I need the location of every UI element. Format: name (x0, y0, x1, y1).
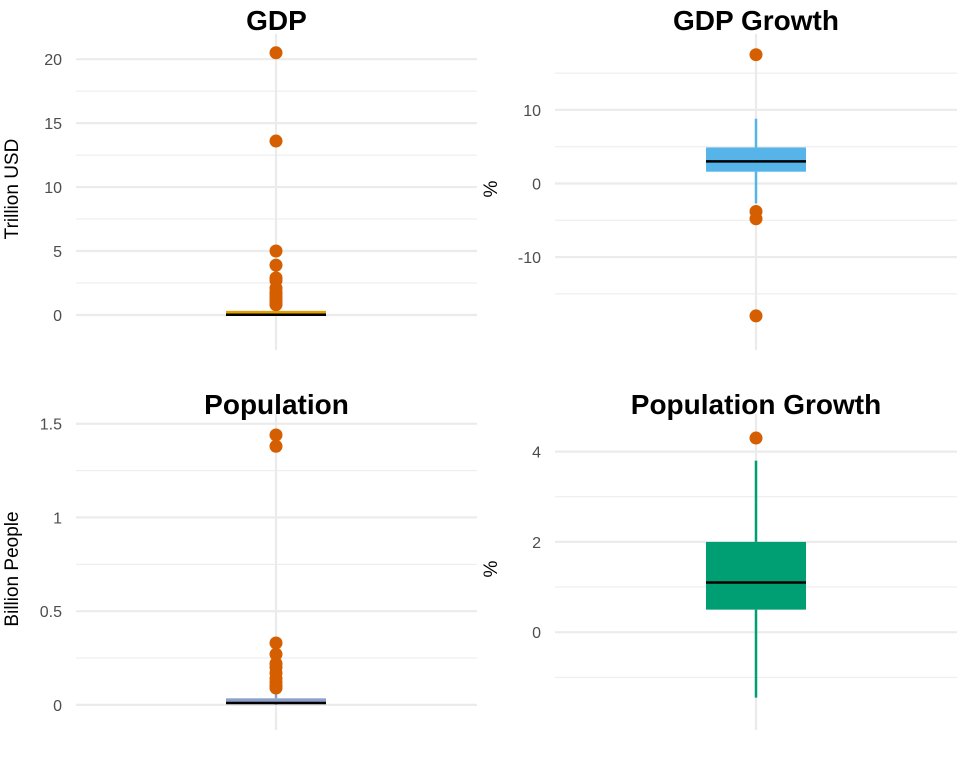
panel-3: 0 2 4 Population Growth% (481, 389, 957, 730)
panel-1: -10 0 10 GDP Growth% (481, 5, 957, 350)
outlier-point (749, 309, 763, 323)
panel-title: GDP (246, 5, 307, 36)
outlier-point (269, 647, 283, 661)
outlier-point (269, 439, 283, 453)
outlier-point (749, 212, 763, 226)
y-tick-label: 20 (44, 52, 62, 69)
y-tick-label: -10 (518, 250, 541, 267)
box (706, 147, 806, 172)
y-axis-label: % (481, 180, 502, 197)
panel-title: Population Growth (631, 389, 881, 420)
panel-title: Population (204, 389, 349, 420)
outlier-point (269, 428, 283, 442)
box (706, 541, 806, 610)
outlier-point (269, 258, 283, 272)
panel-0: 0 5 10 15 20 GDP Trillion USD (2, 5, 477, 350)
y-tick-label: 1 (53, 510, 62, 527)
y-tick-label: 2 (532, 535, 541, 552)
panel-2: 0 0.5 1 1.5 Population Billion People (2, 389, 477, 730)
outlier-point (269, 46, 283, 60)
y-tick-label: 5 (53, 244, 62, 261)
y-axis-label: Billion People (2, 511, 23, 626)
y-tick-label: 0 (532, 176, 541, 193)
outlier-point (269, 244, 283, 258)
box (226, 310, 326, 316)
outlier-point (269, 681, 283, 695)
outlier-point (749, 48, 763, 62)
y-tick-label: 10 (523, 103, 541, 120)
y-tick-label: 0 (532, 625, 541, 642)
outlier-point (269, 134, 283, 148)
outlier-point (269, 636, 283, 650)
outlier-point (269, 298, 283, 312)
y-tick-label: 0 (53, 698, 62, 715)
y-tick-label: 1.5 (40, 417, 62, 434)
outlier-point (749, 431, 763, 445)
y-axis-label: Trillion USD (2, 139, 23, 240)
box (226, 698, 326, 705)
y-axis-label: % (481, 560, 502, 577)
y-tick-label: 4 (532, 445, 541, 462)
y-tick-label: 0.5 (40, 604, 62, 621)
panel-title: GDP Growth (673, 5, 839, 36)
y-tick-label: 15 (44, 116, 62, 133)
y-tick-label: 10 (44, 180, 62, 197)
y-tick-label: 0 (53, 308, 62, 325)
